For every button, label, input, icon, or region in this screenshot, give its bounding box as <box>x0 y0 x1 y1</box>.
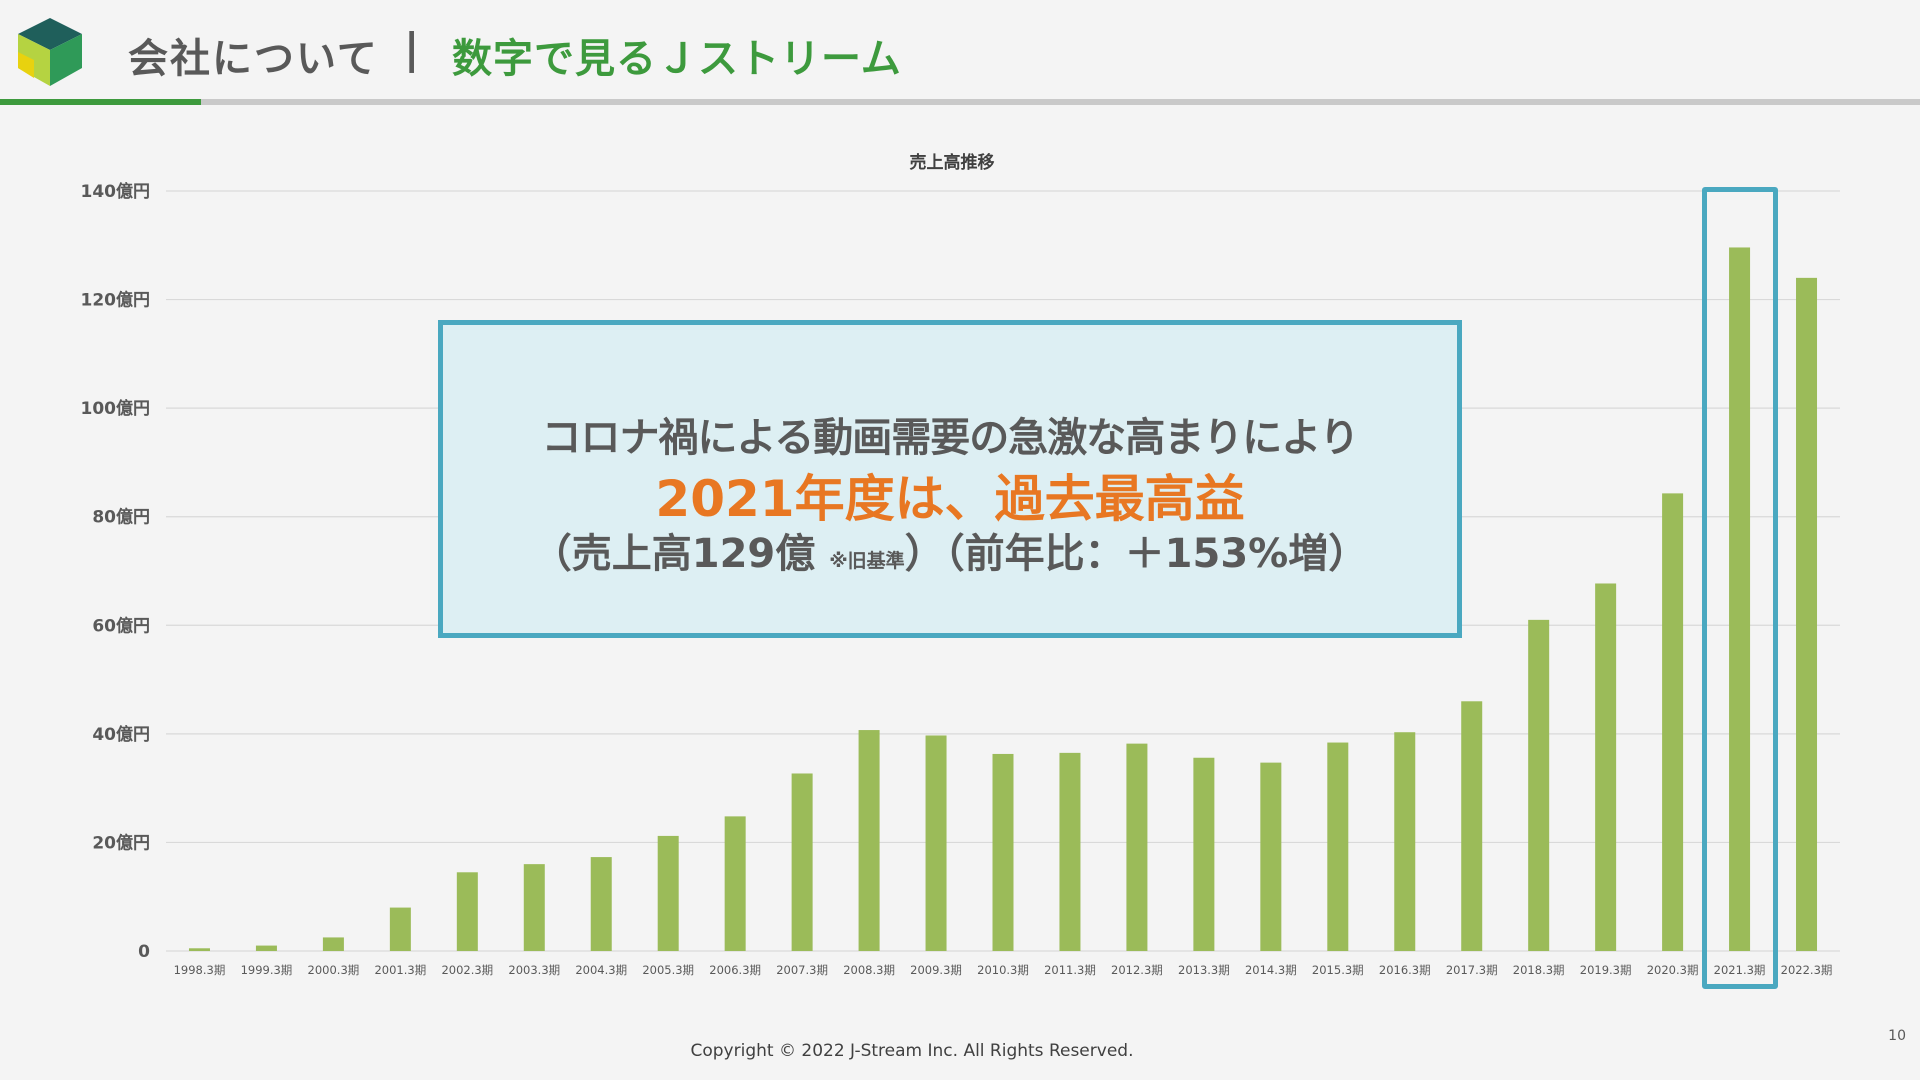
bar-2008.3期 <box>858 730 880 951</box>
x-tick-label: 2002.3期 <box>441 963 493 977</box>
x-tick-label: 2011.3期 <box>1044 963 1096 977</box>
bar-2007.3期 <box>791 773 813 951</box>
page-number: 10 <box>1888 1028 1906 1044</box>
y-tick-label: 0 <box>138 942 150 962</box>
bar-2004.3期 <box>590 857 612 951</box>
x-tick-label: 2005.3期 <box>642 963 694 977</box>
bar-2017.3期 <box>1461 701 1483 951</box>
x-tick-label: 2001.3期 <box>374 963 426 977</box>
callout-revenue: （売上高129億 <box>531 531 816 577</box>
y-tick-label: 80億円 <box>92 507 150 528</box>
callout-box: コロナ禍による動画需要の急激な高まりにより 2021年度は、過去最高益 （売上高… <box>438 320 1462 638</box>
x-tick-label: 1998.3期 <box>174 963 226 977</box>
slide-header: 会社について | 数字で見るＪストリーム <box>0 0 1920 105</box>
x-tick-label: 2022.3期 <box>1781 963 1833 977</box>
bar-2018.3期 <box>1528 619 1550 951</box>
y-tick-label: 120億円 <box>81 290 151 311</box>
page-title: 会社について <box>128 36 379 82</box>
x-tick-label: 2004.3期 <box>575 963 627 977</box>
x-tick-label: 2003.3期 <box>508 963 560 977</box>
bar-2006.3期 <box>724 816 746 951</box>
x-tick-label: 2019.3期 <box>1580 963 1632 977</box>
bar-2001.3期 <box>389 907 411 951</box>
bar-2022.3期 <box>1796 277 1818 951</box>
x-tick-label: 2016.3期 <box>1379 963 1431 977</box>
y-tick-label: 140億円 <box>81 181 151 202</box>
bar-2003.3期 <box>523 864 545 951</box>
page-subtitle: 数字で見るＪストリーム <box>452 36 902 82</box>
x-tick-label: 1999.3期 <box>241 963 293 977</box>
bar-2014.3期 <box>1260 762 1282 951</box>
header-rule <box>0 99 1920 105</box>
x-tick-label: 2009.3期 <box>910 963 962 977</box>
revenue-bar-chart: 0 20億円 40億円 60億円 80億円 100億円 120億円 140億円 1998.3期… <box>81 181 1840 977</box>
bar-2011.3期 <box>1059 752 1081 951</box>
x-tick-label: 2014.3期 <box>1245 963 1297 977</box>
x-axis-ticks: 1998.3期 1999.3期 2000.3期 2001.3期 2002.3期 2003.… <box>174 963 1833 977</box>
bar-2013.3期 <box>1193 757 1215 951</box>
x-tick-label: 2013.3期 <box>1178 963 1230 977</box>
bar-2020.3期 <box>1662 493 1684 951</box>
title-separator: | <box>404 24 420 73</box>
bar-2005.3期 <box>657 835 679 951</box>
y-tick-label: 100億円 <box>81 398 151 419</box>
bar-2009.3期 <box>925 735 947 951</box>
highlight-box-2021 <box>1702 187 1778 989</box>
bar-2015.3期 <box>1327 742 1349 951</box>
x-tick-label: 2010.3期 <box>977 963 1029 977</box>
x-tick-label: 2007.3期 <box>776 963 828 977</box>
callout-growth: ）（前年比：＋153%増） <box>904 531 1369 577</box>
bars <box>188 247 1818 951</box>
copyright-text: Copyright © 2022 J-Stream Inc. All Right… <box>690 1041 1134 1061</box>
x-tick-label: 2020.3期 <box>1647 963 1699 977</box>
bar-2019.3期 <box>1595 583 1617 951</box>
cube-logo-icon <box>18 18 82 86</box>
bar-2002.3期 <box>456 872 478 951</box>
callout-record-profit: 2021年度は、過去最高益 <box>655 470 1245 528</box>
bar-1998.3期 <box>188 948 210 951</box>
chart-title: 売上高推移 <box>909 153 995 173</box>
y-tick-label: 20億円 <box>92 832 150 853</box>
y-axis-ticks: 0 20億円 40億円 60億円 80億円 100億円 120億円 140億円 <box>81 181 151 962</box>
bar-2010.3期 <box>992 753 1014 951</box>
bar-1999.3期 <box>255 945 277 951</box>
bar-2012.3期 <box>1126 743 1148 951</box>
callout-revenue-detail: （売上高129億 ※旧基準）（前年比：＋153%増） <box>443 521 1457 579</box>
x-tick-label: 2021.3期 <box>1714 963 1766 977</box>
x-tick-label: 2008.3期 <box>843 963 895 977</box>
x-tick-label: 2018.3期 <box>1513 963 1565 977</box>
x-tick-label: 2006.3期 <box>709 963 761 977</box>
callout-note: ※旧基準 <box>829 550 905 572</box>
callout-headline: コロナ禍による動画需要の急激な高まりにより <box>541 415 1360 461</box>
y-tick-label: 60億円 <box>92 615 150 636</box>
bar-2000.3期 <box>322 937 344 951</box>
y-tick-label: 40億円 <box>92 724 150 745</box>
x-tick-label: 2000.3期 <box>308 963 360 977</box>
bar-2021.3期 <box>1729 247 1751 951</box>
bar-2016.3期 <box>1394 732 1416 951</box>
header-rule-accent <box>0 99 201 105</box>
x-tick-label: 2012.3期 <box>1111 963 1163 977</box>
x-tick-label: 2017.3期 <box>1446 963 1498 977</box>
x-tick-label: 2015.3期 <box>1312 963 1364 977</box>
